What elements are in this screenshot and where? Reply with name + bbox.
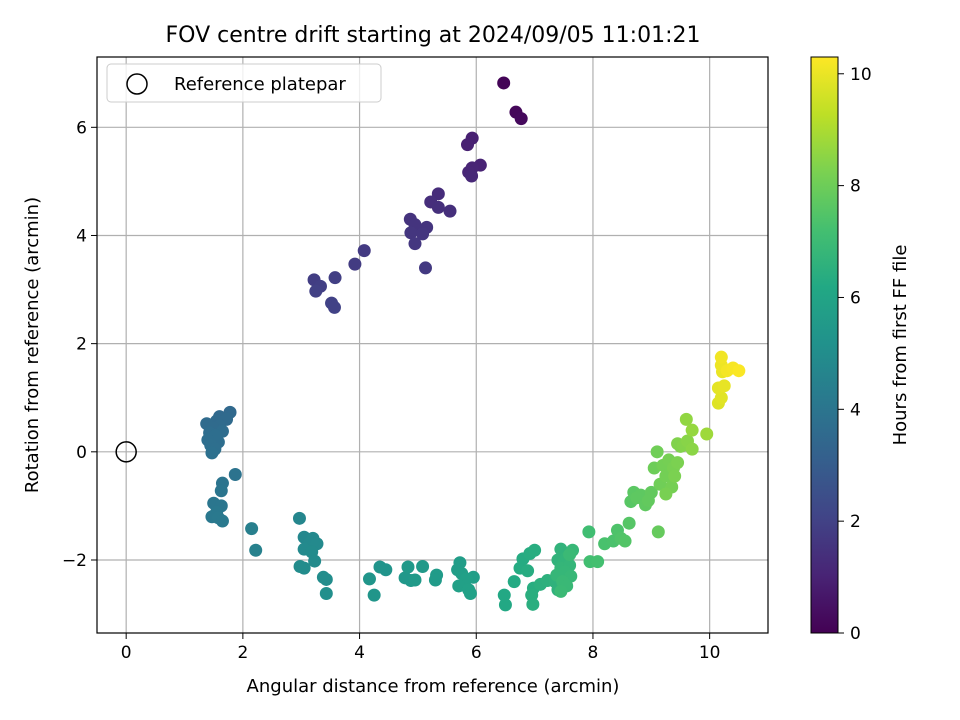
data-point xyxy=(461,138,475,152)
colorbar-tick-label: 2 xyxy=(850,512,861,532)
data-point xyxy=(327,300,341,314)
data-point xyxy=(308,554,322,568)
legend-marker-reference xyxy=(126,73,148,95)
data-point xyxy=(465,169,479,183)
data-point xyxy=(497,588,511,602)
data-point xyxy=(408,573,422,587)
legend-entry-reference: Reference platepar xyxy=(174,74,346,95)
data-points xyxy=(115,76,746,612)
x-tick-label: 10 xyxy=(699,643,721,663)
data-point xyxy=(215,514,229,528)
x-tick-label: 2 xyxy=(237,643,248,663)
data-point xyxy=(717,379,731,393)
data-point xyxy=(404,226,418,240)
data-point xyxy=(428,573,442,587)
colorbar-tick-label: 0 xyxy=(850,624,861,644)
data-point xyxy=(245,522,259,536)
data-point xyxy=(362,572,376,586)
colorbar: 0 2 4 6 8 10 Hours from first FF file xyxy=(810,56,911,644)
data-point xyxy=(685,442,699,456)
data-point xyxy=(379,563,393,577)
legend: Reference platepar xyxy=(106,63,382,103)
data-point xyxy=(507,575,521,589)
data-point xyxy=(292,511,306,525)
data-point xyxy=(431,187,445,201)
x-tick-labels: 0 2 4 6 8 10 xyxy=(121,643,721,663)
data-point xyxy=(554,584,568,598)
colorbar-tick-label: 4 xyxy=(850,400,861,420)
grid xyxy=(97,57,768,633)
data-point xyxy=(228,468,242,482)
data-point xyxy=(563,548,577,562)
colorbar-label: Hours from first FF file xyxy=(890,245,911,446)
x-tick-label: 8 xyxy=(588,643,599,663)
data-point xyxy=(416,227,430,241)
data-point xyxy=(732,364,746,378)
data-point xyxy=(463,587,477,601)
data-point xyxy=(679,412,693,426)
data-point xyxy=(641,493,655,507)
data-point xyxy=(418,261,432,275)
data-point xyxy=(514,112,528,126)
data-point xyxy=(357,244,371,258)
y-tick-label: −2 xyxy=(62,551,87,571)
x-tick-label: 6 xyxy=(471,643,482,663)
axes-frame xyxy=(91,56,769,639)
data-point xyxy=(431,200,445,214)
data-point xyxy=(348,257,362,271)
data-point xyxy=(618,534,632,548)
axes-border xyxy=(96,56,769,634)
data-point xyxy=(319,572,333,586)
data-point xyxy=(498,598,512,612)
data-point xyxy=(700,427,714,441)
colorbar-tick-label: 8 xyxy=(850,177,861,197)
data-point xyxy=(297,561,311,575)
data-point xyxy=(526,597,540,611)
data-point xyxy=(630,491,644,505)
data-point xyxy=(309,284,323,298)
x-tick-label: 4 xyxy=(354,643,365,663)
x-axis-label: Angular distance from reference (arcmin) xyxy=(247,676,620,697)
data-point xyxy=(367,588,381,602)
data-point xyxy=(668,469,682,483)
data-point xyxy=(328,271,342,285)
data-point xyxy=(416,559,430,573)
plot-area: 0 2 4 6 8 10 −2 0 2 4 6 xyxy=(62,56,769,663)
data-point xyxy=(714,350,728,364)
chart-title: FOV centre drift starting at 2024/09/05 … xyxy=(166,23,701,48)
y-axis-label: Rotation from reference (arcmin) xyxy=(22,197,43,493)
data-point xyxy=(443,204,457,218)
data-point xyxy=(249,543,263,557)
data-point xyxy=(452,579,466,593)
data-point xyxy=(591,555,605,569)
data-point xyxy=(651,525,665,539)
x-tick-label: 0 xyxy=(121,643,132,663)
y-tick-labels: −2 0 2 4 6 xyxy=(62,118,87,571)
data-point xyxy=(401,560,415,574)
data-point xyxy=(408,237,422,251)
y-tick-label: 2 xyxy=(76,335,87,355)
data-point xyxy=(650,445,664,459)
colorbar-ticks: 0 2 4 6 8 10 xyxy=(838,65,872,644)
data-point xyxy=(671,456,685,470)
data-point xyxy=(205,446,219,460)
data-point xyxy=(528,543,542,557)
data-point xyxy=(214,484,228,498)
data-point xyxy=(622,516,636,530)
y-tick-label: 6 xyxy=(76,118,87,138)
data-point xyxy=(582,525,596,539)
colorbar-tick-label: 6 xyxy=(850,288,861,308)
data-point xyxy=(497,76,511,90)
colorbar-gradient xyxy=(810,56,839,634)
data-point xyxy=(521,564,535,578)
data-point xyxy=(685,423,699,437)
reference-point-marker xyxy=(115,441,137,463)
colorbar-tick-label: 10 xyxy=(850,65,872,85)
y-tick-label: 0 xyxy=(76,443,87,463)
data-point xyxy=(319,587,333,601)
legend-box xyxy=(106,63,382,103)
y-tick-label: 4 xyxy=(76,226,87,246)
data-point xyxy=(659,487,673,501)
